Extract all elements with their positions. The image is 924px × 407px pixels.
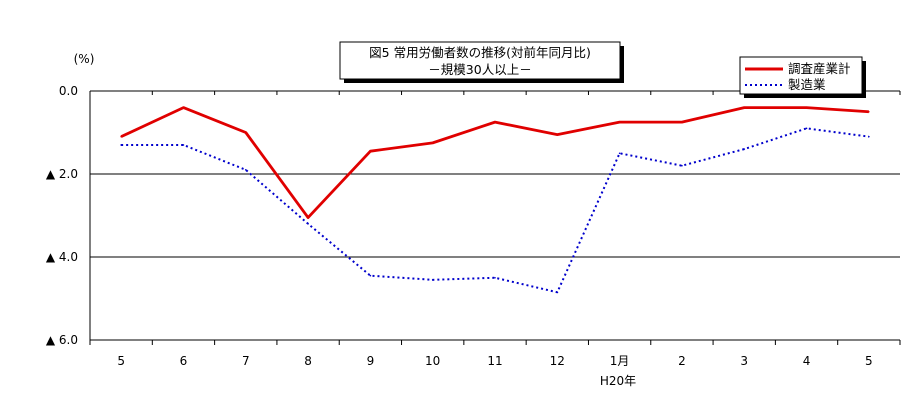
x-tick-label: 10	[425, 354, 440, 368]
x-tick-label: 7	[242, 354, 250, 368]
data-point	[618, 152, 621, 155]
grid-lines	[90, 90, 900, 258]
data-point	[244, 169, 247, 171]
x-tick-label: 5	[117, 354, 125, 368]
x-tick-label: 2	[678, 354, 686, 368]
series-line-manufacturing	[121, 127, 869, 294]
x-tick-labels: 5 6 7 8 9 10 11 12 1月 2 3 4 5	[117, 354, 872, 368]
x-tick-label: 4	[803, 354, 811, 368]
legend: 調査産業計 製造業	[739, 56, 866, 98]
data-point	[120, 144, 122, 146]
x-tick-marks	[89, 91, 901, 345]
x-tick-label: 8	[304, 354, 312, 368]
data-point	[868, 135, 870, 138]
data-point	[494, 276, 496, 279]
data-point	[556, 133, 559, 136]
data-point	[868, 110, 870, 113]
legend-label-manufacturing: 製造業	[788, 77, 826, 92]
x-tick-label: 5	[865, 354, 873, 368]
legend-label-total: 調査産業計	[788, 61, 851, 76]
data-point	[805, 127, 808, 130]
data-point	[556, 291, 559, 294]
data-point	[244, 131, 247, 134]
y-tick-label: ▲ 2.0	[46, 167, 78, 181]
data-point	[743, 106, 746, 109]
data-point	[182, 106, 185, 109]
data-point	[618, 121, 621, 123]
data-point	[307, 223, 309, 225]
series-layer	[120, 106, 870, 294]
x-tick-label: 1月	[610, 354, 630, 368]
data-point	[431, 279, 434, 281]
y-tick-label: ▲ 4.0	[46, 250, 78, 264]
x-tick-label: 6	[180, 354, 188, 368]
y-tick-label: 0.0	[59, 84, 78, 98]
chart-subtitle: －規模30人以上－	[428, 62, 531, 77]
data-point	[307, 216, 309, 219]
x-tick-label: 12	[550, 354, 565, 368]
series-line-total	[120, 106, 869, 219]
data-point	[120, 135, 122, 138]
data-point	[369, 150, 372, 152]
y-axis-unit-label: (%)	[74, 52, 95, 66]
y-tick-label: ▲ 6.0	[46, 333, 78, 347]
data-point	[681, 121, 683, 123]
x-tick-label: 9	[367, 354, 375, 368]
data-point	[805, 106, 808, 109]
chart-title: 図5 常用労働者数の推移(対前年同月比)	[369, 45, 591, 60]
data-point	[431, 142, 434, 144]
x-tick-label: 11	[487, 354, 502, 368]
y-tick-labels: 0.0 ▲ 2.0 ▲ 4.0 ▲ 6.0	[46, 84, 78, 347]
year-label: H20年	[600, 374, 636, 388]
data-point	[182, 144, 185, 146]
data-point	[494, 121, 496, 123]
data-point	[369, 274, 372, 277]
title-box: 図5 常用労働者数の推移(対前年同月比) －規模30人以上－	[339, 41, 624, 83]
data-point	[743, 148, 746, 150]
x-tick-label: 3	[740, 354, 748, 368]
data-point	[681, 164, 683, 167]
